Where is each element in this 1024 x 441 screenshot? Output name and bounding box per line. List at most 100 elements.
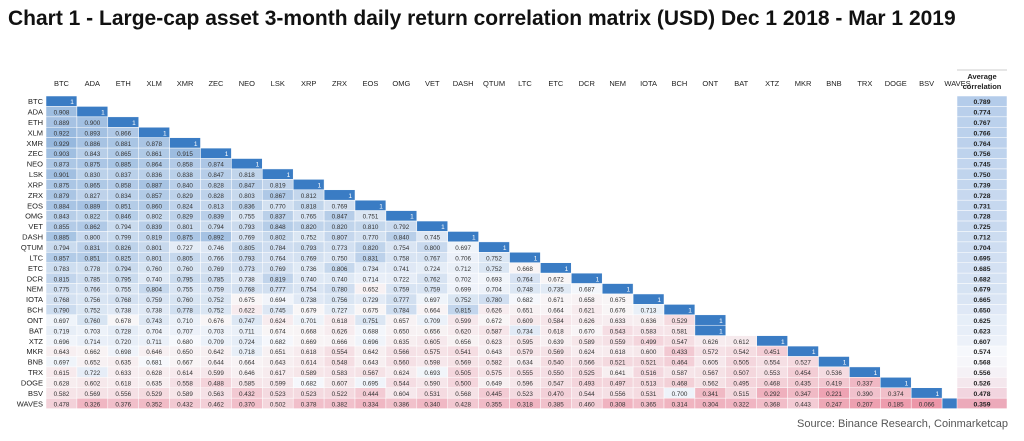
cell-label: 0.626: [702, 339, 718, 346]
column-header-lsk: LSK: [271, 79, 285, 88]
cell-label: 0.334: [363, 401, 379, 408]
cell-label: 0.318: [517, 401, 533, 408]
cell-label: 0.800: [424, 245, 440, 252]
cell-label: 0.722: [84, 370, 100, 377]
row-label-etc: ETC: [28, 264, 44, 273]
cell-label: 1: [626, 287, 630, 294]
row-label-omg: OMG: [25, 212, 43, 221]
cell-label: 0.769: [332, 203, 348, 210]
cell-label: 0.435: [795, 380, 811, 387]
cell-label: 0.784: [393, 308, 409, 315]
cell-label: 0.382: [332, 401, 348, 408]
row-label-bsv: BSV: [28, 389, 43, 398]
average-label: 0.766: [973, 130, 990, 137]
column-header-xtz: XTZ: [765, 79, 780, 88]
cell-label: 0.575: [424, 349, 440, 356]
row-label-waves: WAVES: [17, 399, 43, 408]
cell-label: 0.756: [332, 297, 348, 304]
cell-label: 0.746: [208, 245, 224, 252]
cell-label: 0.736: [301, 266, 317, 273]
cell-label: 0.783: [54, 266, 70, 273]
cell-label: 0.851: [115, 203, 131, 210]
cell-label: 0.600: [641, 349, 657, 356]
cell-label: 0.824: [177, 203, 193, 210]
cell-label: 1: [194, 141, 198, 148]
cell-label: 0.643: [54, 349, 70, 356]
cell-label: 0.837: [270, 214, 286, 221]
cell-label: 0.468: [672, 380, 688, 387]
cell-label: 0.341: [702, 391, 718, 398]
cell-label: 0.675: [239, 297, 255, 304]
cell-label: 0.460: [579, 401, 595, 408]
cell-label: 1: [379, 203, 383, 210]
cell-label: 0.773: [239, 266, 255, 273]
cell-label: 0.851: [84, 255, 100, 262]
cell-label: 0.740: [146, 276, 162, 283]
row-label-bat: BAT: [29, 326, 43, 335]
cell-label: 0.722: [393, 276, 409, 283]
cell-label: 0.815: [455, 308, 471, 315]
cell-label: 0.703: [208, 328, 224, 335]
cell-label: 0.365: [641, 401, 657, 408]
cell-label: 0.499: [641, 339, 657, 346]
cell-label: 0.793: [301, 245, 317, 252]
row-label-iota: IOTA: [26, 295, 43, 304]
cell-label: 0.734: [517, 328, 533, 335]
cell-label: 0.556: [610, 391, 626, 398]
cell-label: 0.386: [393, 401, 409, 408]
cell-label: 0.694: [270, 297, 286, 304]
cell-label: 0.784: [270, 245, 286, 252]
cell-label: 0.780: [332, 287, 348, 294]
cell-label: 1: [781, 339, 785, 346]
cell-label: 1: [657, 297, 661, 304]
cell-label: 0.604: [393, 391, 409, 398]
cell-label: 0.656: [424, 328, 440, 335]
cell-label: 0.900: [84, 120, 100, 127]
cell-label: 1: [565, 266, 569, 273]
cell-label: 0.541: [455, 349, 471, 356]
cell-label: 0.581: [672, 328, 688, 335]
cell-label: 0.767: [424, 255, 440, 262]
cell-label: 0.651: [270, 349, 286, 356]
column-header-xmr: XMR: [177, 79, 194, 88]
cell-label: 0.840: [393, 235, 409, 242]
cell-label: 0.493: [579, 380, 595, 387]
cell-label: 0.752: [84, 308, 100, 315]
cell-label: 0.793: [239, 224, 255, 231]
cell-label: 0.778: [177, 308, 193, 315]
cell-label: 0.622: [239, 308, 255, 315]
cell-label: 0.516: [641, 370, 657, 377]
cell-label: 0.547: [672, 339, 688, 346]
cell-label: 0.751: [363, 214, 379, 221]
cell-label: 0.901: [54, 172, 70, 179]
average-label: 0.745: [973, 162, 990, 169]
cell-label: 0.651: [517, 308, 533, 315]
cell-label: 0.794: [115, 266, 131, 273]
cell-label: 0.618: [301, 349, 317, 356]
average-label: 0.359: [973, 401, 990, 408]
cell-label: 0.812: [301, 193, 317, 200]
cell-label: 0.780: [486, 297, 502, 304]
cell-label: 0.865: [84, 182, 100, 189]
cell-label: 0.837: [115, 172, 131, 179]
average-label: 0.695: [973, 255, 990, 262]
row-label-bch: BCH: [27, 306, 43, 315]
cell-label: 0.738: [115, 308, 131, 315]
cell-label: 0.589: [177, 391, 193, 398]
cell-label: 1: [410, 214, 414, 221]
cell-label: 0.569: [84, 391, 100, 398]
cell-label: 0.770: [363, 235, 379, 242]
cell-label: 0.760: [177, 266, 193, 273]
average-label: 0.725: [973, 224, 990, 231]
cell-label: 0.555: [517, 370, 533, 377]
cell-label: 0.368: [764, 401, 780, 408]
column-header-ada: ADA: [85, 79, 100, 88]
cell-label: 0.605: [702, 360, 718, 367]
column-header-nem: NEM: [609, 79, 626, 88]
cell-label: 0.544: [579, 391, 595, 398]
cell-label: 0.861: [146, 151, 162, 158]
cell-label: 0.626: [486, 308, 502, 315]
cell-label: 0.559: [610, 339, 626, 346]
cell-label: 0.745: [270, 308, 286, 315]
cell-label: 0.513: [641, 380, 657, 387]
